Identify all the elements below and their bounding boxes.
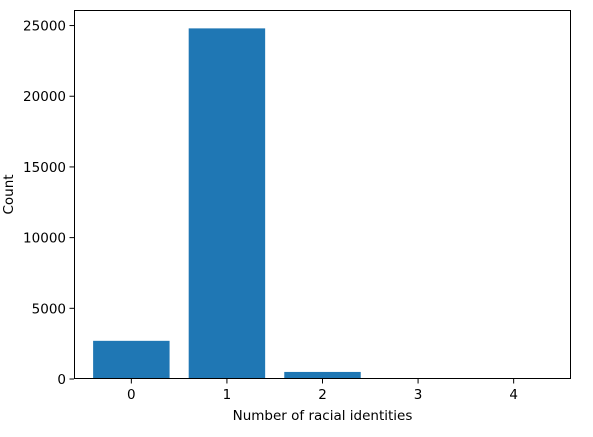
y-tick-label: 15000	[23, 160, 66, 176]
x-axis-label: Number of racial identities	[233, 408, 413, 424]
y-axis-label: Count	[1, 174, 17, 214]
bar-0	[93, 340, 170, 379]
x-tick-label: 0	[127, 387, 136, 403]
x-axis-ticks: 0 1 2 3 4	[127, 379, 518, 403]
y-tick-label: 25000	[23, 19, 66, 35]
x-tick-label: 4	[509, 387, 518, 403]
x-tick-label: 3	[414, 387, 423, 403]
bar-1	[188, 28, 266, 380]
y-tick-label: 0	[57, 372, 66, 388]
plot-frame	[74, 10, 571, 379]
x-tick-label: 1	[223, 387, 232, 403]
y-axis-ticks: 0 5000 10000 15000 20000 25000	[23, 19, 74, 388]
y-tick-label: 5000	[32, 301, 66, 317]
bars	[93, 28, 552, 380]
x-tick-label: 2	[318, 387, 327, 403]
bar-2	[284, 371, 361, 379]
y-tick-label: 10000	[23, 231, 66, 247]
y-tick-label: 20000	[23, 89, 66, 105]
